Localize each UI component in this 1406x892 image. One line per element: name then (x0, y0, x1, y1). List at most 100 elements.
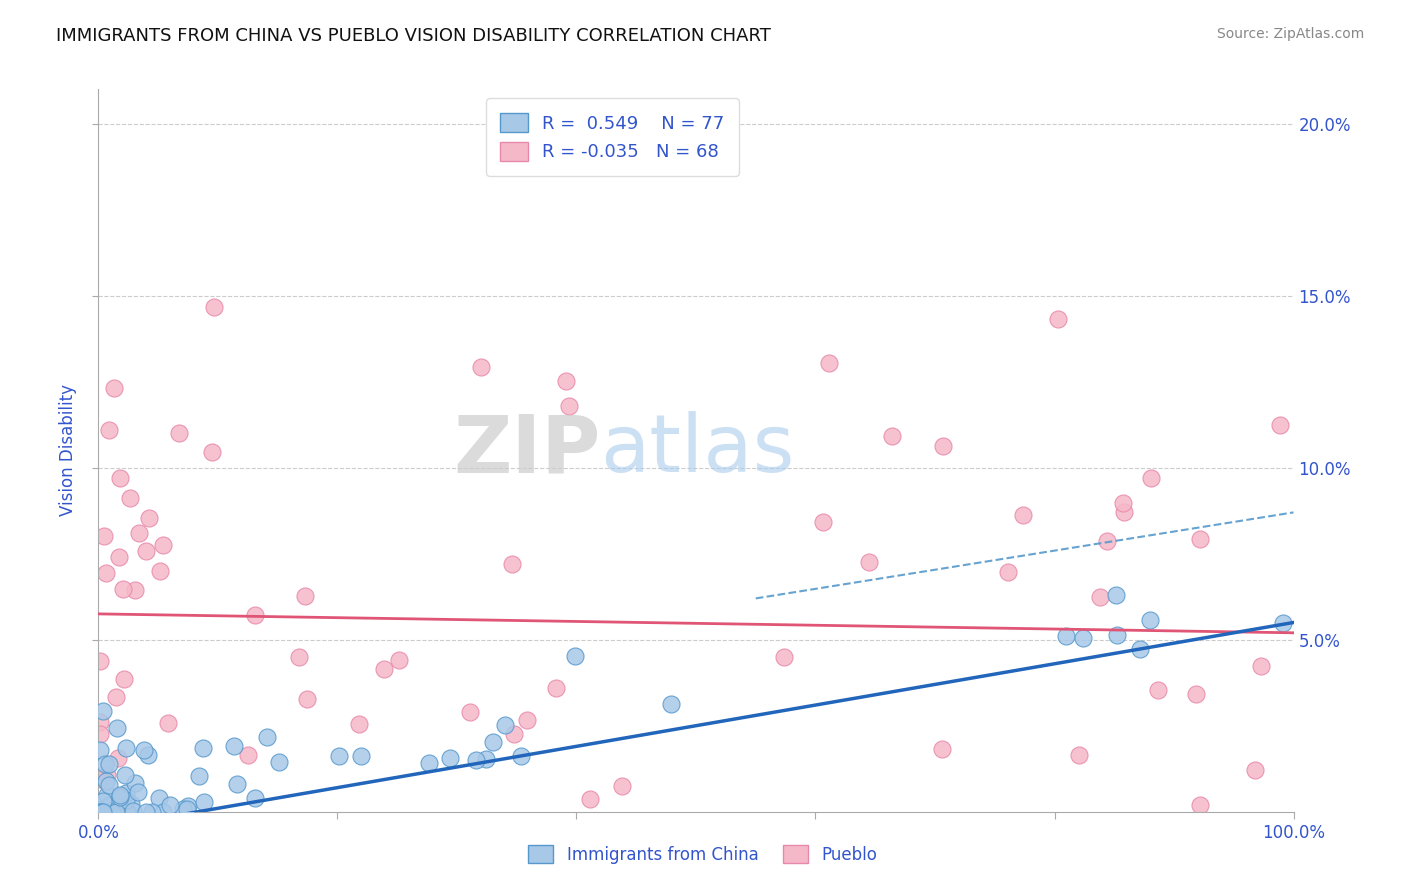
Point (98, 805, 121, 819)
Point (93, 704, 115, 718)
Point (1112, 505, 1135, 519)
Point (931, 741, 953, 756)
Point (458, 705, 481, 719)
Point (149, 565, 172, 579)
Point (387, 653, 409, 667)
Point (188, 769, 211, 783)
Point (347, 716, 370, 731)
Point (470, 360, 492, 375)
Point (494, 718, 516, 732)
Point (98, 797, 121, 812)
Legend: Immigrants from China, Pueblo: Immigrants from China, Pueblo (522, 838, 884, 871)
Point (118, 491, 141, 506)
Point (159, 797, 181, 812)
Point (105, 690, 128, 705)
Point (772, 650, 794, 665)
Point (108, 789, 131, 804)
Point (176, 802, 198, 816)
Point (97, 805, 120, 819)
Point (191, 740, 214, 755)
Point (1095, 533, 1118, 548)
Point (107, 751, 129, 765)
Point (167, 425, 190, 440)
Point (502, 727, 524, 741)
Point (114, 792, 136, 806)
Point (932, 439, 955, 453)
Point (114, 767, 136, 781)
Point (1188, 532, 1211, 546)
Point (111, 805, 134, 819)
Point (136, 747, 159, 762)
Point (105, 721, 128, 735)
Point (152, 538, 174, 552)
Point (157, 715, 180, 730)
Point (1270, 418, 1292, 433)
Point (89, 772, 111, 786)
Point (89, 805, 111, 819)
Point (1250, 658, 1272, 673)
Point (997, 565, 1019, 579)
Point (555, 374, 578, 388)
Point (1105, 589, 1128, 603)
Point (148, 791, 170, 805)
Point (108, 471, 131, 485)
Point (1012, 508, 1035, 523)
Point (115, 741, 138, 756)
Point (93, 805, 115, 819)
Point (101, 805, 124, 819)
Point (1188, 797, 1211, 812)
Point (882, 429, 904, 443)
Point (558, 400, 581, 414)
Point (115, 786, 138, 800)
Point (121, 805, 143, 819)
Point (222, 739, 245, 753)
Point (288, 649, 311, 664)
Text: ZIP: ZIP (453, 411, 600, 490)
Point (544, 681, 567, 695)
Point (93, 529, 115, 543)
Point (294, 589, 316, 603)
Point (858, 555, 880, 569)
Point (89, 654, 111, 668)
Point (93, 805, 115, 819)
Point (134, 743, 156, 757)
Point (811, 515, 834, 529)
Point (124, 583, 146, 598)
Point (91, 805, 114, 819)
Point (475, 752, 498, 766)
Point (177, 798, 200, 813)
Point (90, 805, 112, 819)
Point (1185, 687, 1208, 701)
Point (96, 566, 118, 580)
Point (464, 753, 486, 767)
Point (373, 662, 395, 676)
Point (110, 805, 132, 819)
Point (297, 692, 319, 706)
Point (1054, 629, 1077, 643)
Legend: R =  0.549    N = 77, R = -0.035   N = 68: R = 0.549 N = 77, R = -0.035 N = 68 (486, 98, 738, 176)
Point (96, 768, 118, 782)
Point (439, 750, 461, 764)
Point (138, 511, 160, 525)
Point (418, 756, 440, 770)
Point (193, 796, 215, 810)
Point (1244, 764, 1267, 778)
Point (89, 805, 111, 819)
Point (243, 790, 266, 805)
Point (1272, 616, 1295, 631)
Point (98, 757, 121, 772)
Point (103, 381, 125, 395)
Point (1067, 747, 1090, 762)
Point (115, 805, 138, 819)
Point (510, 748, 533, 763)
Point (245, 607, 267, 622)
Point (1071, 631, 1094, 645)
Point (201, 444, 224, 458)
Point (104, 805, 127, 819)
Point (135, 543, 157, 558)
Point (152, 805, 174, 819)
Point (1105, 627, 1128, 641)
Point (128, 526, 150, 541)
Text: Source: ZipAtlas.com: Source: ZipAtlas.com (1216, 27, 1364, 41)
Point (112, 672, 135, 686)
